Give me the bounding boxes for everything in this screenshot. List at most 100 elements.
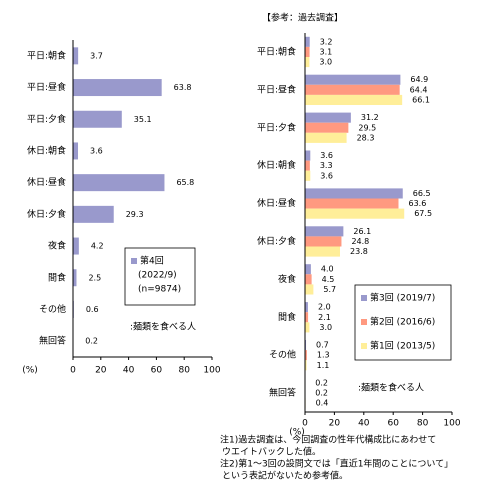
legend-label: 第2回 (2016/6) [370, 316, 435, 328]
value-label: 64.4 [410, 85, 428, 94]
note: 注2)第1～3回の設問文では「直近1年間のことについて」 [220, 458, 453, 470]
value-label: 2.0 [318, 303, 331, 312]
bar [305, 284, 314, 295]
category-label: 間食 [48, 271, 66, 283]
bar [73, 142, 79, 160]
bar [73, 110, 122, 128]
category-label: 平日:夕食 [27, 113, 66, 125]
x-tick-label: 0 [70, 366, 76, 376]
value-label: 65.8 [176, 178, 194, 187]
category-label: 平日:昼食 [27, 81, 66, 93]
bar [305, 226, 344, 237]
value-label: 63.8 [174, 83, 192, 92]
value-label: 0.2 [315, 378, 328, 387]
x-tick-label: 60 [151, 366, 163, 376]
x-tick-label: 80 [178, 366, 190, 376]
axis-unit: (%) [22, 366, 38, 376]
legend-swatch [131, 258, 137, 264]
x-tick-label: 0 [302, 419, 308, 429]
value-label: 31.2 [361, 113, 379, 122]
x-tick-label: 100 [203, 366, 220, 376]
category-label: 夜食 [48, 240, 66, 252]
value-label: 35.1 [134, 115, 152, 124]
value-label: 26.1 [353, 227, 371, 236]
category-label: 無回答 [269, 387, 296, 399]
note: という表記がないため参考値。 [222, 470, 348, 482]
legend-box [354, 284, 452, 361]
bar [305, 246, 340, 257]
category-label: 間食 [278, 311, 296, 323]
value-label: 66.1 [412, 95, 430, 104]
legend-label: 第4回 [140, 255, 164, 267]
category-label: 夜食 [278, 273, 296, 285]
value-label: 0.2 [85, 337, 98, 346]
bar [305, 350, 307, 361]
value-label: 64.9 [410, 75, 428, 84]
annotation: :麺類を食べる人 [130, 321, 196, 333]
value-label: 0.2 [315, 389, 328, 398]
bar [73, 237, 79, 255]
category-label: その他 [269, 349, 296, 361]
bar [305, 84, 400, 95]
bar [305, 36, 310, 47]
bar [73, 269, 77, 287]
value-label: 0.6 [86, 305, 99, 314]
value-label: 3.6 [320, 151, 333, 160]
bar [305, 302, 308, 313]
bar [73, 79, 162, 97]
bar [305, 236, 342, 247]
value-label: 67.5 [414, 209, 432, 218]
legend-swatch [361, 295, 367, 301]
x-tick-label: 100 [443, 419, 460, 429]
bar [305, 264, 311, 275]
x-tick-label: 20 [329, 419, 341, 429]
category-label: 休日:朝食 [257, 159, 296, 171]
value-label: 28.3 [357, 133, 375, 142]
category-label: 休日:夕食 [257, 235, 296, 247]
note: 注1)過去調査は、今回調査の性年代構成比にあわせて [220, 434, 436, 446]
category-label: 平日:朝食 [257, 45, 296, 57]
bar [305, 57, 310, 68]
bar [305, 132, 347, 143]
chart-title: 【参考：過去調査】 [262, 12, 343, 24]
value-label: 29.3 [126, 210, 144, 219]
legend-box [124, 247, 196, 306]
bar [305, 112, 351, 123]
legend-swatch [361, 343, 367, 349]
value-label: 0.4 [316, 399, 329, 408]
bar [305, 160, 310, 171]
bar [305, 94, 403, 106]
value-label: 4.2 [91, 242, 104, 251]
value-label: 3.2 [320, 37, 333, 46]
category-label: 休日:昼食 [27, 176, 66, 188]
legend-note: (2022/9) [138, 271, 177, 281]
bar [305, 312, 309, 323]
category-label: 平日:朝食 [27, 49, 66, 61]
bar [73, 174, 165, 192]
axis-unit: (%) [289, 428, 305, 438]
value-label: 29.5 [358, 123, 376, 132]
bar [305, 74, 401, 85]
value-label: 3.0 [319, 323, 332, 332]
value-label: 1.1 [317, 361, 330, 370]
value-label: 1.3 [317, 351, 330, 360]
value-label: 3.3 [320, 161, 333, 170]
value-label: 4.0 [321, 265, 334, 274]
value-label: 24.8 [351, 237, 369, 246]
legend-note: (n=9874) [138, 285, 181, 295]
value-label: 4.5 [322, 275, 335, 284]
note: ウエイトバックした値。 [222, 446, 321, 458]
bar [305, 360, 307, 371]
bar [305, 46, 310, 58]
bar [73, 47, 79, 65]
legend-label: 第3回 (2019/7) [370, 292, 435, 304]
x-tick-label: 60 [387, 419, 399, 429]
bar [305, 339, 307, 351]
category-label: 休日:昼食 [257, 197, 296, 209]
x-tick-label: 40 [123, 366, 135, 376]
bar [305, 188, 403, 199]
bar [305, 274, 312, 285]
bar [305, 198, 399, 209]
category-label: 平日:夕食 [257, 121, 296, 133]
